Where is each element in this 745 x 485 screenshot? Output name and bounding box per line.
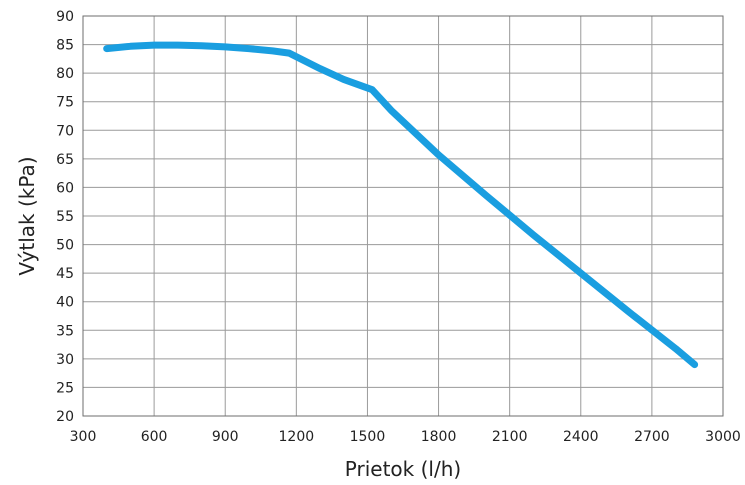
y-tick-label: 90 xyxy=(56,9,74,25)
y-axis-ticks: 20 25 30 35 40 45 50 55 60 65 70 75 80 85 90 xyxy=(56,9,74,425)
x-axis-label: Prietok (l/h) xyxy=(345,457,461,481)
y-tick-label: 65 xyxy=(56,152,74,168)
y-tick-label: 85 xyxy=(56,38,74,54)
x-tick-label: 600 xyxy=(141,429,168,445)
x-tick-label: 1500 xyxy=(350,429,386,445)
y-tick-label: 40 xyxy=(56,295,74,311)
y-tick-label: 45 xyxy=(56,266,74,282)
series-layer xyxy=(103,41,699,369)
y-tick-label: 70 xyxy=(56,123,74,139)
y-tick-label: 55 xyxy=(56,209,74,225)
y-tick-label: 35 xyxy=(56,323,74,339)
y-tick-label: 60 xyxy=(56,180,74,196)
x-tick-label: 2700 xyxy=(634,429,670,445)
y-tick-label: 30 xyxy=(56,352,74,368)
y-tick-label: 20 xyxy=(56,409,74,425)
series-line xyxy=(103,41,699,369)
x-tick-label: 2400 xyxy=(563,429,599,445)
y-tick-label: 75 xyxy=(56,95,74,111)
y-tick-label: 25 xyxy=(56,380,74,396)
grid-lines xyxy=(82,15,724,417)
x-axis-ticks: 300 600 900 1200 1500 1800 2100 2400 2700 3000 xyxy=(70,429,741,445)
x-tick-label: 300 xyxy=(70,429,97,445)
x-tick-label: 900 xyxy=(212,429,239,445)
x-tick-label: 2100 xyxy=(492,429,528,445)
x-tick-label: 3000 xyxy=(705,429,741,445)
y-tick-label: 80 xyxy=(56,66,74,82)
x-tick-label: 1200 xyxy=(279,429,315,445)
y-axis-label: Výtlak (kPa) xyxy=(15,156,39,275)
y-tick-label: 50 xyxy=(56,238,74,254)
x-tick-label: 1800 xyxy=(421,429,457,445)
plot-area-frame xyxy=(82,15,724,417)
